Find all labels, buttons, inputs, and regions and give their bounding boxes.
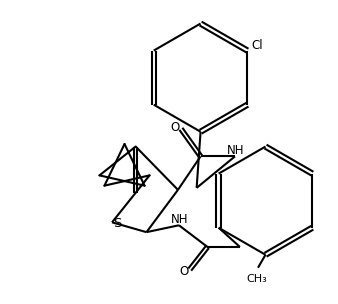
Text: O: O [170,121,179,134]
Text: NH: NH [171,213,188,226]
Text: Cl: Cl [251,39,263,52]
Text: O: O [179,265,188,278]
Text: CH₃: CH₃ [246,274,267,284]
Text: NH: NH [227,144,245,157]
Text: S: S [114,217,122,230]
